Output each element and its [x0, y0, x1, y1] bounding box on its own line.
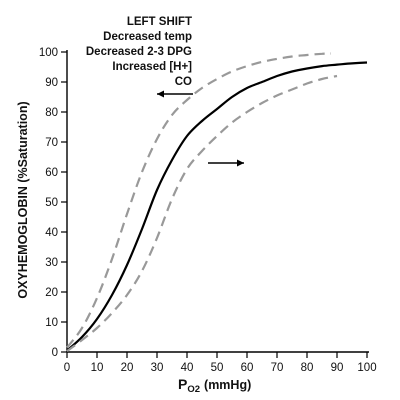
dashed-curve-1 — [66, 52, 332, 349]
x-tick-label-50: 50 — [211, 362, 224, 374]
x-axis-title-main: P — [178, 376, 187, 392]
y-tick-label-40: 40 — [45, 227, 58, 239]
x-axis-title: PO2 (mmHg) — [178, 376, 251, 395]
x-tick-label-80: 80 — [301, 362, 314, 374]
arrow-right-1-head — [237, 159, 244, 167]
y-tick-label-20: 20 — [45, 287, 58, 299]
annotation-line-4: CO — [175, 76, 192, 88]
y-tick-label-70: 70 — [45, 137, 58, 149]
dashed-curve-2 — [66, 74, 338, 352]
y-axis-title: OXYHEMOGLOBIN (%Saturation) — [16, 101, 30, 298]
solid-curve-0 — [66, 61, 368, 352]
y-tick-label-10: 10 — [45, 317, 58, 329]
x-axis-title-subscript: O2 — [187, 384, 200, 395]
annotation-line-0: LEFT SHIFT — [127, 16, 192, 28]
y-tick-label-80: 80 — [45, 107, 58, 119]
arrow-right-1 — [208, 159, 244, 167]
x-tick-label-70: 70 — [271, 362, 284, 374]
shift-arrows — [157, 90, 244, 167]
y-tick-label-100: 100 — [39, 47, 58, 59]
y-tick-label-60: 60 — [45, 167, 58, 179]
annotation-line-1: Decreased temp — [103, 31, 192, 43]
annotation-line-2: Decreased 2-3 DPG — [86, 46, 192, 58]
curves — [66, 52, 368, 352]
y-tick-label-50: 50 — [45, 197, 58, 209]
x-tick-label-40: 40 — [181, 362, 194, 374]
x-tick-label-20: 20 — [121, 362, 134, 374]
arrow-left-0-head — [157, 90, 164, 98]
annotation-line-3: Increased [H+] — [112, 61, 192, 73]
x-tick-label-30: 30 — [151, 362, 164, 374]
y-tick-label-30: 30 — [45, 257, 58, 269]
x-tick-label-100: 100 — [357, 362, 376, 374]
y-tick-label-90: 90 — [45, 77, 58, 89]
x-axis-title-unit: (mmHg) — [204, 378, 251, 392]
axes: 0 10 20 30 40 50 60 70 80 90 100 0 10 20 30 40 50 60 70 80 9… — [39, 47, 377, 374]
x-tick-label-10: 10 — [91, 362, 104, 374]
x-tick-label-0: 0 — [64, 362, 70, 374]
x-tick-label-60: 60 — [241, 362, 254, 374]
x-tick-label-90: 90 — [331, 362, 344, 374]
y-tick-label-0: 0 — [52, 347, 58, 359]
arrow-left-0 — [157, 90, 193, 98]
left-shift-annotation: LEFT SHIFT Decreased temp Decreased 2-3 DP… — [86, 16, 192, 88]
